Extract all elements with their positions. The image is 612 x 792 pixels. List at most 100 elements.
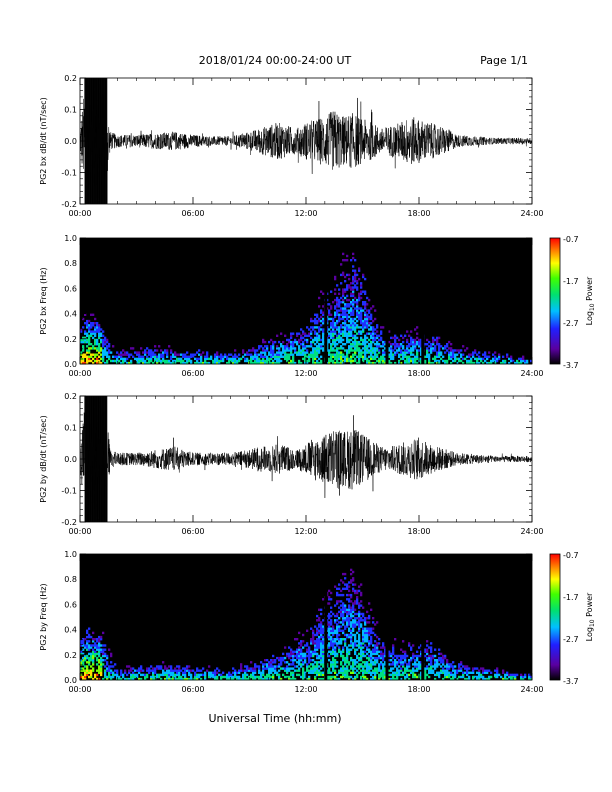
spectrogram-cell — [354, 644, 357, 647]
spectrogram-cell — [156, 665, 159, 668]
spectrogram-cell — [140, 667, 143, 670]
spectrogram-cell — [430, 654, 433, 658]
spectrogram-cell — [416, 654, 419, 658]
spectrogram-cell — [92, 347, 95, 350]
spectrogram-cell — [180, 677, 183, 681]
spectrogram-cell — [304, 661, 307, 664]
spectrogram-cell — [266, 357, 269, 361]
spectrogram-cell — [178, 359, 181, 363]
spectrogram-cell — [360, 353, 363, 356]
spectrogram-cell — [284, 345, 287, 348]
spectrogram-cell — [120, 361, 123, 365]
spectrogram-cell — [410, 336, 413, 340]
spectrogram-cell — [362, 359, 365, 363]
spectrogram-cell — [216, 675, 219, 679]
spectrogram-cell — [434, 673, 437, 677]
spectrogram-cell — [380, 661, 383, 664]
spectrogram-cell — [236, 677, 239, 681]
spectrogram-cell — [204, 355, 207, 358]
spectrogram-cell — [412, 673, 415, 677]
spectrogram-cell — [450, 671, 453, 674]
spectrogram-cell — [344, 583, 347, 586]
spectrogram-cell — [354, 328, 357, 331]
spectrogram-cell — [356, 282, 359, 285]
spectrogram-cell — [314, 349, 317, 352]
spectrogram-cell — [356, 675, 359, 679]
spectrogram-cell — [284, 355, 287, 358]
spectrogram-cell — [328, 627, 331, 630]
spectrogram-cell — [80, 361, 83, 365]
spectrogram-cell — [344, 332, 347, 335]
spectrogram-cell — [352, 665, 355, 668]
spectrogram-cell — [394, 659, 397, 662]
spectrogram-cell — [474, 675, 477, 679]
spectrogram-cell — [330, 614, 333, 618]
spectrogram-cell — [290, 353, 293, 356]
spectrogram-cell — [348, 593, 351, 597]
spectrogram-cell — [426, 355, 429, 358]
spectrogram-cell — [368, 621, 371, 624]
spectrogram-cell — [110, 652, 113, 656]
spectrogram-cell — [344, 663, 347, 666]
spectrogram-cell — [452, 675, 455, 679]
spectrogram-cell — [340, 642, 343, 645]
spectrogram-cell — [496, 671, 499, 674]
spectrogram-cell — [344, 334, 347, 337]
spectrogram-cell — [506, 677, 509, 681]
spectrogram-cell — [258, 669, 261, 672]
spectrogram-cell — [88, 635, 91, 639]
spectrogram-cell — [318, 357, 321, 361]
spectrogram-cell — [94, 675, 97, 679]
spectrogram-cell — [490, 359, 493, 363]
spectrogram-cell — [298, 642, 301, 645]
spectrogram-cell — [444, 351, 447, 354]
spectrogram-cell — [292, 353, 295, 356]
spectrogram-cell — [104, 675, 107, 679]
spectrogram-cell — [318, 669, 321, 672]
spectrogram-cell — [364, 303, 367, 306]
spectrogram-cell — [366, 652, 369, 656]
spectrogram-cell — [336, 338, 339, 342]
spectrogram-cell — [82, 652, 85, 656]
spectrogram-cell — [110, 669, 113, 672]
spectrogram-cell — [352, 324, 355, 327]
spectrogram-cell — [356, 591, 359, 595]
spectrogram-cell — [266, 665, 269, 668]
spectrogram-cell — [434, 667, 437, 670]
spectrogram-cell — [274, 659, 277, 662]
spectrogram-cell — [458, 349, 461, 352]
spectrogram-cell — [138, 355, 141, 358]
spectrogram-cell — [346, 259, 349, 262]
spectrogram-cell — [356, 621, 359, 624]
spectrogram-cell — [346, 608, 349, 611]
spectrogram-cell — [340, 621, 343, 624]
spectrogram-cell — [320, 646, 323, 649]
spectrogram-cell — [312, 361, 315, 365]
spectrogram-cell — [204, 361, 207, 365]
spectrogram-cell — [396, 673, 399, 677]
spectrogram-cell — [344, 617, 347, 620]
spectrogram-cell — [368, 309, 371, 312]
spectrogram-cell — [356, 600, 359, 603]
spectrogram-cell — [276, 353, 279, 356]
spectrogram-cell — [380, 357, 383, 361]
spectrogram-cell — [344, 625, 347, 628]
spectrogram-cell — [364, 353, 367, 356]
spectrogram-cell — [388, 355, 391, 358]
spectrogram-cell — [164, 677, 167, 681]
spectrogram-cell — [360, 326, 363, 329]
spectrogram-cell — [362, 652, 365, 656]
spectrogram-cell — [374, 633, 377, 637]
spectrogram-cell — [298, 656, 301, 660]
spectrogram-cell — [452, 667, 455, 670]
spectrogram-cell — [372, 330, 375, 333]
spectrogram-cell — [310, 659, 313, 662]
spectrogram-cell — [320, 640, 323, 643]
spectrogram-cell — [494, 361, 497, 365]
spectrogram-cell — [254, 357, 257, 361]
spectrogram-cell — [366, 296, 369, 300]
spectrogram-cell — [220, 675, 223, 679]
spectrogram-cell — [354, 349, 357, 352]
spectrogram-cell — [338, 336, 341, 340]
spectrogram-cell — [344, 669, 347, 672]
